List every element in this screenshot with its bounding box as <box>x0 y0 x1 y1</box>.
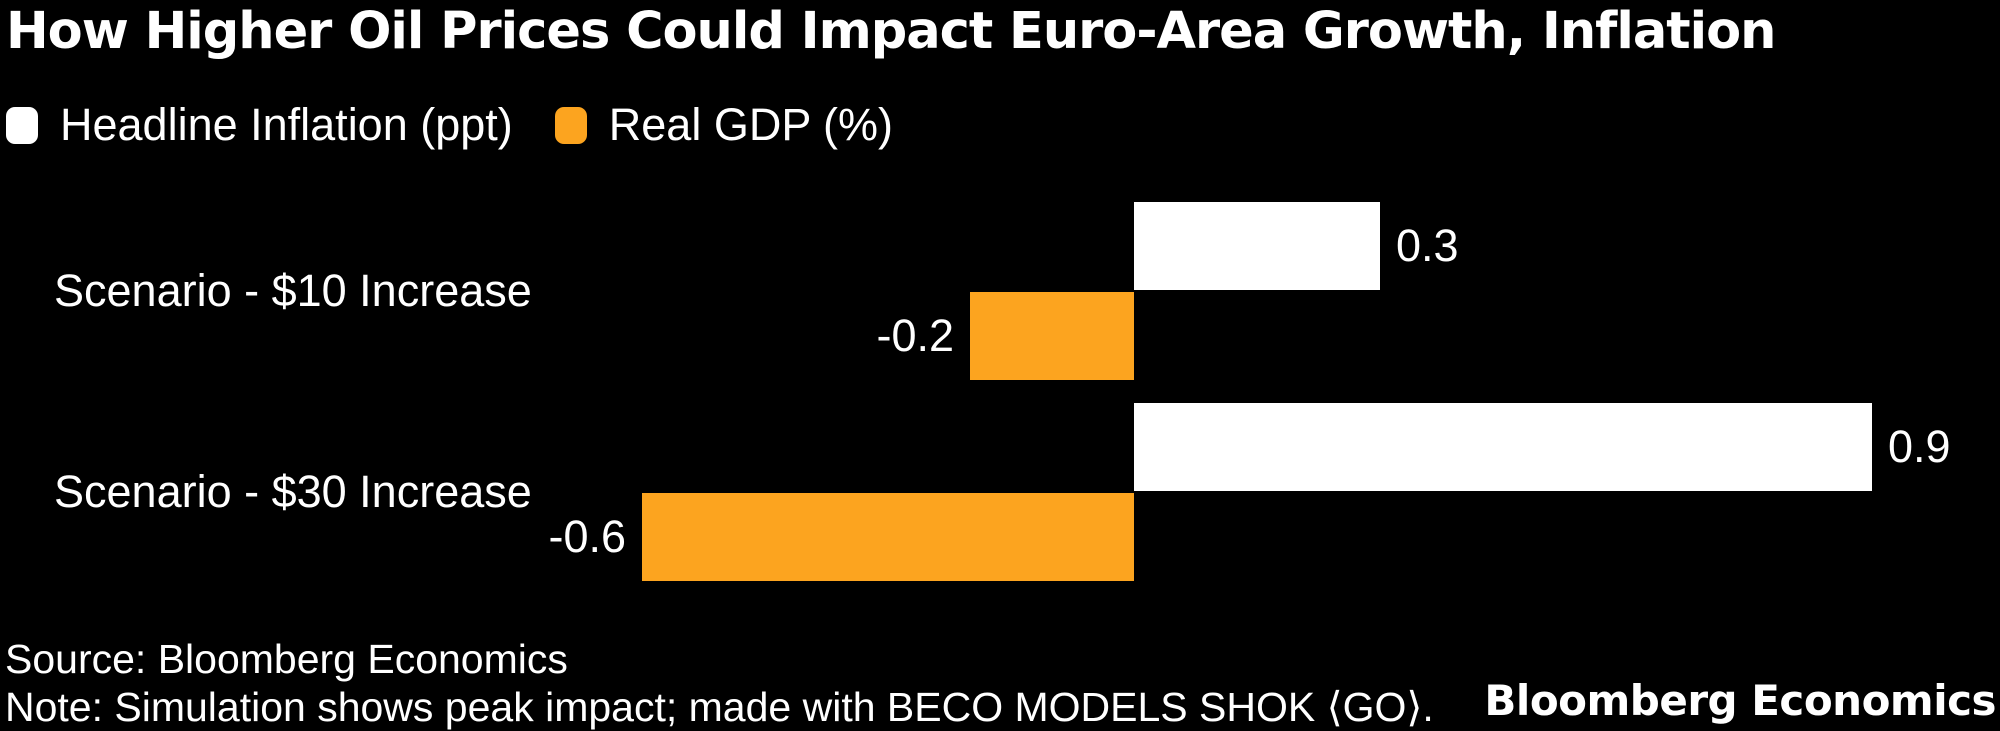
bloomberg-economics-wordmark: Bloomberg Economics <box>1484 675 1996 725</box>
legend: Headline Inflation (ppt) Real GDP (%) <box>6 102 893 148</box>
category-label: Scenario - $30 Increase <box>54 466 532 517</box>
legend-label-headline-inflation: Headline Inflation (ppt) <box>60 99 513 150</box>
legend-item-real-gdp: Real GDP (%) <box>554 99 894 150</box>
note-text: Note: Simulation shows peak impact; made… <box>5 684 1434 730</box>
category-label: Scenario - $10 Increase <box>54 265 532 316</box>
bar-real-gdp <box>970 292 1134 380</box>
value-label: -0.6 <box>548 511 626 562</box>
legend-swatch-real-gdp-icon <box>554 106 587 144</box>
legend-swatch-headline-inflation-icon <box>6 106 38 144</box>
source-text: Source: Bloomberg Economics <box>5 636 568 682</box>
value-label: 0.9 <box>1888 421 1951 472</box>
legend-item-headline-inflation: Headline Inflation (ppt) <box>6 102 513 148</box>
bar-headline-inflation-ppt <box>1134 202 1380 290</box>
value-label: 0.3 <box>1396 220 1459 271</box>
value-label: -0.2 <box>876 310 954 361</box>
chart-title: How Higher Oil Prices Could Impact Euro-… <box>6 2 1776 61</box>
legend-label-real-gdp: Real GDP (%) <box>608 99 894 150</box>
bar-headline-inflation-ppt <box>1134 403 1872 491</box>
bar-real-gdp <box>642 493 1134 581</box>
